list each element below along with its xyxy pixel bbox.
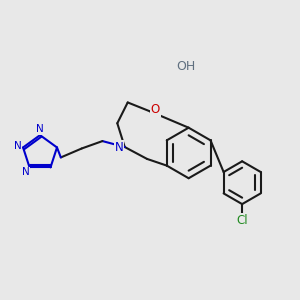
- Text: Cl: Cl: [236, 214, 248, 227]
- Text: N: N: [115, 140, 124, 154]
- Text: N: N: [14, 141, 21, 151]
- Text: OH: OH: [176, 60, 195, 73]
- Text: O: O: [151, 103, 160, 116]
- Text: N: N: [36, 124, 44, 134]
- Text: N: N: [22, 167, 30, 177]
